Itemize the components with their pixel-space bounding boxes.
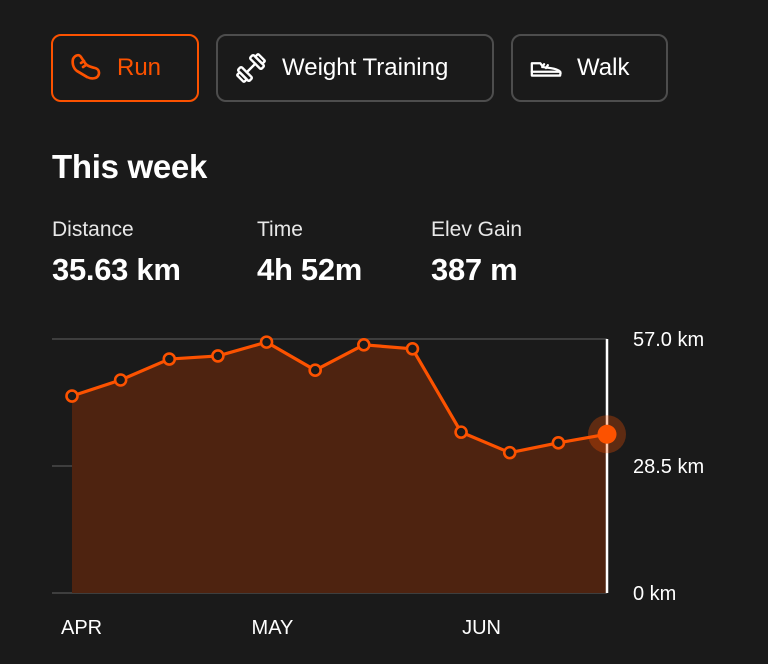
weekly-distance-chart[interactable]: 0 km 28.5 km 57.0 km APR MAY JUN [0,320,768,664]
tab-walk[interactable]: Walk [511,34,668,102]
x-tick-label: MAY [252,617,294,639]
stat-time-value: 4h 52m [257,252,363,287]
series-line [71,340,608,455]
chart-canvas: 0 km 28.5 km 57.0 km APR MAY JUN [52,329,704,639]
data-point-current [597,424,617,444]
stat-time: Time 4h 52m [257,216,362,288]
x-tick-label: APR [61,617,102,639]
data-point [308,363,322,377]
y-tick-label: 57.0 km [633,329,704,351]
tab-run[interactable]: Run [51,34,199,102]
stat-distance-label: Distance [52,218,134,241]
data-point [405,342,420,356]
data-point [211,349,225,363]
data-point [502,445,517,460]
y-tick-label: 0 km [633,583,676,605]
running-shoe-icon [69,51,103,85]
activity-type-tabs: Run Weight Training [51,34,668,102]
data-point [65,389,79,403]
tab-weight-training-label: Weight Training [282,54,449,81]
stat-time-label: Time [257,218,303,241]
data-point [357,337,371,352]
x-tick-label: JUN [462,617,501,639]
data-point [259,335,274,349]
stat-elev-gain-label: Elev Gain [431,218,523,241]
dumbbell-icon [234,51,268,85]
walking-shoe-icon [529,51,563,85]
data-point [551,436,566,450]
series-area [72,342,607,593]
tab-walk-label: Walk [577,54,630,81]
tab-run-label: Run [117,54,162,81]
stat-elev-gain: Elev Gain 387 m [431,216,522,288]
stat-distance-value: 35.63 km [52,252,181,287]
stat-elev-gain-value: 387 m [431,252,518,287]
data-point [454,425,468,439]
y-tick-label: 28.5 km [633,456,704,478]
page-title: This week [52,148,208,185]
data-point [113,373,128,387]
stat-distance: Distance 35.63 km [52,216,181,288]
data-point [162,352,177,366]
tab-weight-training[interactable]: Weight Training [216,34,494,102]
